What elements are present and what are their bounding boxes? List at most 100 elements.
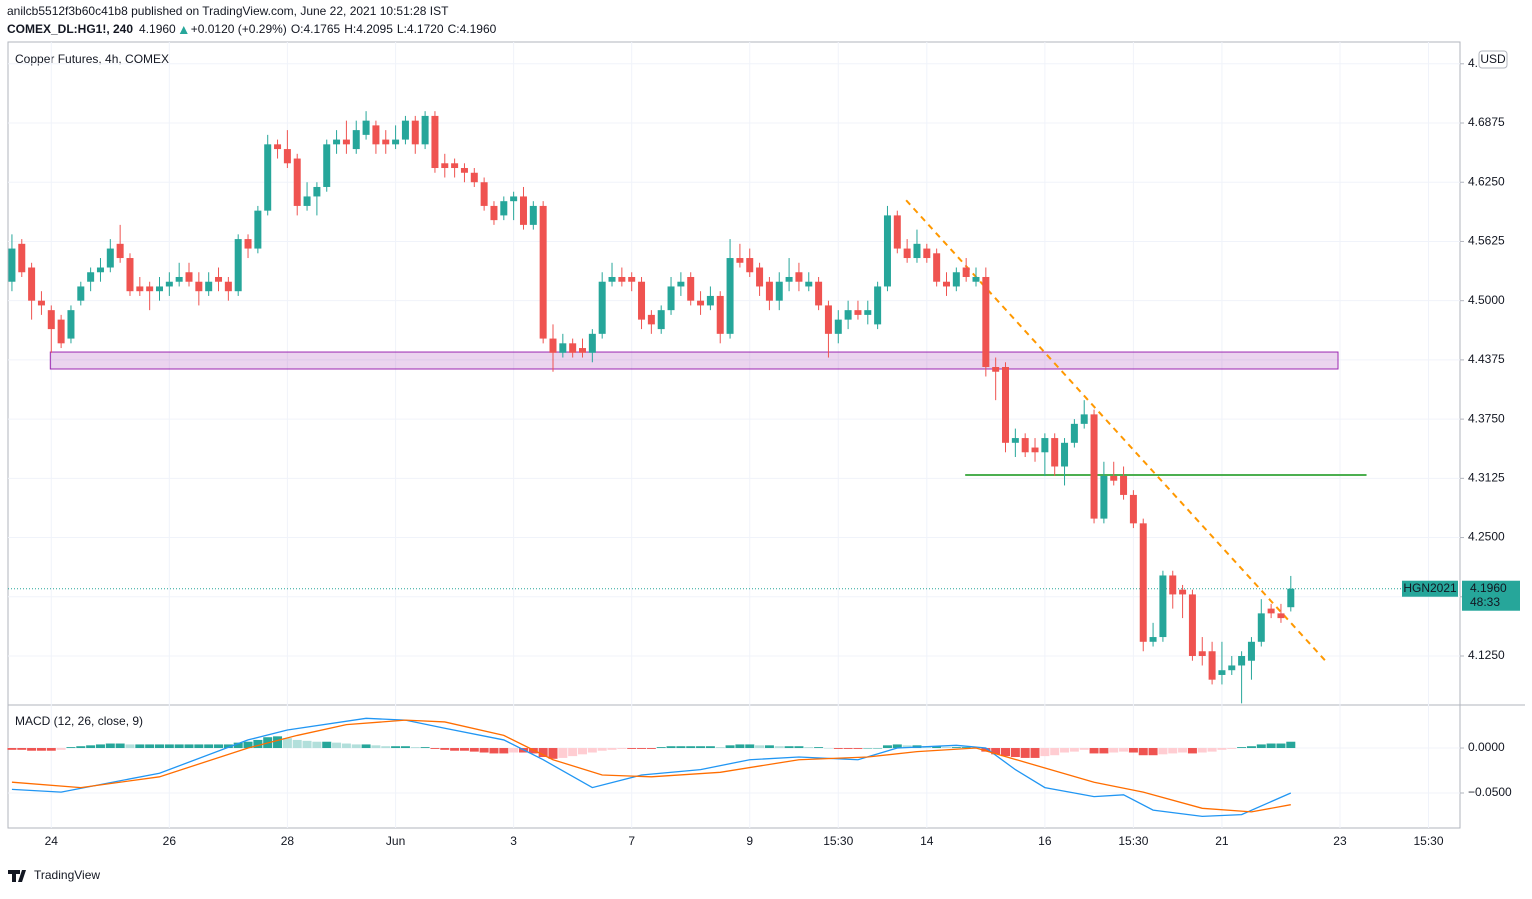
candle-body [215,276,223,282]
candle-body [441,163,449,169]
candle-body [1031,447,1039,453]
candle-body [136,286,144,292]
histogram-bar [1109,748,1119,753]
histogram-bar [1178,748,1188,753]
candle-body [1198,651,1206,657]
candle-body [893,215,901,249]
chart-title: Copper Futures, 4h, COMEX [15,52,169,66]
candle-body [677,281,685,287]
histogram-bar [332,742,342,749]
y-tick-label: 0.0000 [1468,740,1505,754]
candle-body [697,300,705,306]
histogram-bar [312,741,322,749]
candle-body [1208,651,1216,680]
candle-body [1129,494,1137,524]
histogram-bar [823,748,833,749]
histogram-bar [1128,748,1138,753]
candle-body [736,258,744,263]
histogram-bar [223,744,233,749]
histogram-bar [814,747,824,749]
candle-body [480,182,488,206]
histogram-bar [499,748,509,754]
histogram-bar [853,748,863,749]
candle-body [313,186,321,197]
histogram-bar [164,744,174,749]
up-arrow-icon [179,26,188,34]
candle-body [1169,575,1177,595]
candle-body [1051,438,1059,467]
ohlc-label: H: [344,22,356,36]
candle-body [864,310,872,315]
candle-body [569,343,577,353]
histogram-bar [410,747,420,749]
histogram-bar [341,743,351,749]
histogram-bar [95,744,105,749]
candle-body [224,281,232,292]
histogram-bar [1099,748,1109,754]
histogram-bar [86,745,96,749]
histogram-bar [273,736,283,749]
histogram-bar [1276,743,1286,749]
candle-body [874,286,882,325]
candle-body [195,281,203,292]
histogram-bar [686,746,696,749]
ohlc-value: 4.2095 [356,22,393,36]
histogram-bar [322,741,332,749]
histogram-bar [587,748,597,753]
x-tick-label: 26 [163,834,177,848]
histogram-bar [932,746,942,749]
y-tick-label: 4.1250 [1468,648,1505,662]
histogram-bar [705,746,715,749]
candle-body [155,286,163,292]
histogram-bar [1168,748,1178,754]
candle-body [608,276,616,282]
histogram-bar [381,746,391,749]
x-tick-label: 15:30 [1118,834,1148,848]
histogram-bar [627,748,637,749]
histogram-bar [656,747,666,749]
candle-body [126,258,134,292]
x-tick-label: 16 [1038,834,1052,848]
histogram-bar [1227,748,1237,749]
candle-body [628,276,636,282]
histogram-bar [1010,748,1020,758]
y-tick-label: 4.6250 [1468,174,1505,188]
currency: USD [1480,52,1506,66]
y-tick-label: 4.2500 [1468,530,1505,544]
histogram-bar [27,748,37,751]
candle-body [1188,594,1196,657]
candle-body [1179,589,1187,595]
histogram-bar [214,744,224,749]
candle-body [165,281,173,287]
x-tick-label: 9 [746,834,753,848]
candle-body [992,367,1000,372]
histogram-bar [666,746,676,749]
histogram-bar [1187,748,1197,754]
histogram-bar [1197,748,1207,753]
candle-body [638,281,646,320]
y-tick-label: 4.4375 [1468,352,1505,366]
histogram-bar [292,739,302,749]
candle-body [37,300,45,306]
candle-body [923,248,931,259]
histogram-bar [745,744,755,749]
candle-body [1090,414,1098,519]
histogram-bar [863,748,873,749]
candle-body [1120,475,1128,495]
histogram-bar [371,745,381,749]
candle-body [1238,656,1246,666]
histogram-bar [56,748,66,750]
candle-body [333,139,341,145]
candle-body [1041,438,1049,453]
histogram-bar [1158,748,1168,755]
histogram-bar [617,748,627,749]
candle-body [903,248,911,259]
histogram-bar [450,748,460,751]
candle-body [185,272,193,282]
candle-body [411,120,419,145]
histogram-bar [597,748,607,751]
histogram-bar [135,744,145,749]
candle-body [1021,438,1029,453]
candle-body [57,319,65,344]
candle-body [529,205,537,225]
